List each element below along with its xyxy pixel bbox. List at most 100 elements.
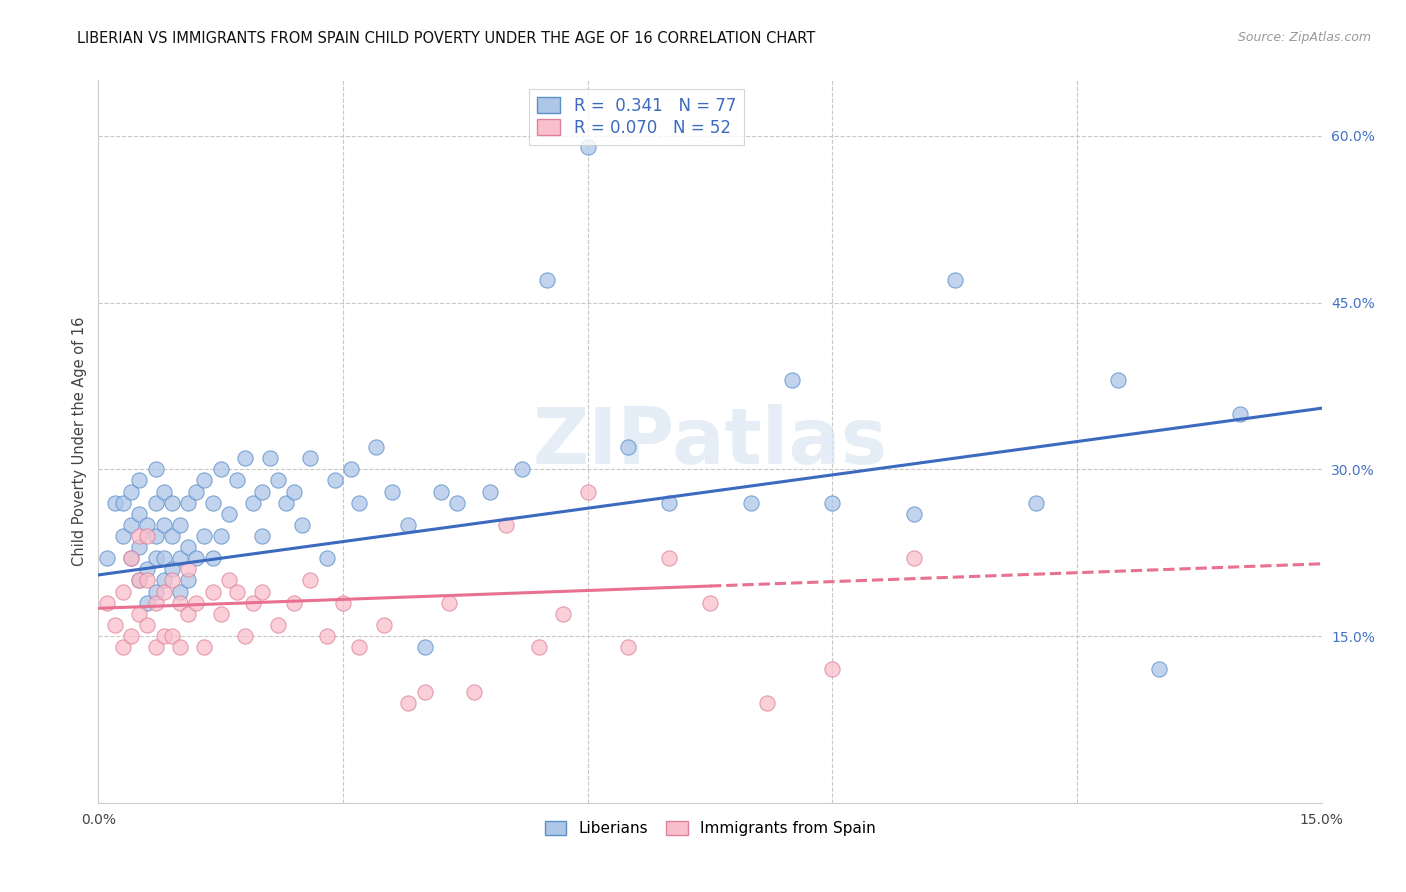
Point (128, 507, 150, 521)
Point (136, 596, 159, 610)
Point (250, 484, 273, 499)
Point (233, 451, 256, 466)
Point (658, 551, 681, 566)
Point (177, 540, 200, 554)
Point (186, 484, 208, 499)
Point (1229, 407, 1251, 421)
Point (136, 562, 159, 576)
Point (145, 640, 167, 655)
Point (349, 496, 371, 510)
Point (315, 629, 337, 643)
Point (120, 517, 142, 532)
Point (136, 529, 159, 543)
Point (111, 584, 134, 599)
Point (193, 529, 215, 543)
Point (120, 551, 142, 566)
Point (233, 629, 256, 643)
Point (145, 596, 167, 610)
Point (527, 640, 550, 655)
Point (413, 684, 436, 698)
Point (903, 551, 925, 566)
Point (145, 529, 167, 543)
Point (128, 574, 150, 588)
Point (226, 474, 249, 488)
Point (364, 440, 387, 454)
Point (145, 584, 167, 599)
Point (536, 273, 558, 287)
Point (160, 574, 183, 588)
Point (128, 540, 150, 554)
Point (413, 640, 436, 655)
Point (242, 596, 264, 610)
Point (250, 529, 273, 543)
Point (152, 484, 174, 499)
Point (177, 574, 200, 588)
Point (120, 551, 142, 566)
Text: LIBERIAN VS IMMIGRANTS FROM SPAIN CHILD POVERTY UNDER THE AGE OF 16 CORRELATION : LIBERIAN VS IMMIGRANTS FROM SPAIN CHILD … (77, 31, 815, 46)
Point (136, 618, 159, 632)
Point (152, 517, 174, 532)
Point (283, 596, 305, 610)
Point (128, 607, 150, 621)
Point (218, 574, 240, 588)
Point (169, 640, 191, 655)
Point (136, 517, 159, 532)
Point (1107, 373, 1129, 387)
Point (242, 496, 264, 510)
Point (903, 507, 925, 521)
Point (396, 696, 419, 710)
Point (177, 496, 200, 510)
Point (658, 496, 681, 510)
Point (250, 584, 273, 599)
Point (120, 629, 142, 643)
Point (145, 496, 167, 510)
Point (152, 629, 174, 643)
Point (111, 640, 134, 655)
Point (396, 517, 419, 532)
Point (943, 273, 966, 287)
Point (128, 574, 150, 588)
Point (576, 140, 599, 154)
Point (152, 574, 174, 588)
Point (617, 640, 640, 655)
Point (111, 496, 134, 510)
Point (104, 496, 127, 510)
Point (177, 562, 200, 576)
Point (145, 462, 167, 476)
Point (267, 618, 290, 632)
Point (152, 584, 174, 599)
Point (699, 596, 721, 610)
Point (201, 551, 224, 566)
Point (136, 574, 159, 588)
Point (128, 529, 150, 543)
Point (617, 440, 640, 454)
Legend: Liberians, Immigrants from Spain: Liberians, Immigrants from Spain (538, 814, 882, 842)
Point (780, 373, 803, 387)
Point (267, 474, 290, 488)
Point (160, 529, 183, 543)
Point (323, 474, 346, 488)
Point (128, 474, 150, 488)
Point (201, 496, 224, 510)
Point (145, 551, 167, 566)
Point (381, 484, 404, 499)
Point (209, 462, 232, 476)
Point (274, 496, 297, 510)
Point (160, 629, 183, 643)
Point (209, 607, 232, 621)
Point (209, 529, 232, 543)
Point (152, 551, 174, 566)
Point (446, 496, 468, 510)
Point (193, 474, 215, 488)
Text: Source: ZipAtlas.com: Source: ZipAtlas.com (1237, 31, 1371, 45)
Point (1147, 662, 1170, 676)
Point (160, 562, 183, 576)
Point (291, 517, 314, 532)
Point (104, 618, 127, 632)
Point (373, 618, 395, 632)
Point (120, 484, 142, 499)
Point (169, 517, 191, 532)
Point (299, 451, 322, 466)
Point (315, 551, 337, 566)
Point (340, 462, 363, 476)
